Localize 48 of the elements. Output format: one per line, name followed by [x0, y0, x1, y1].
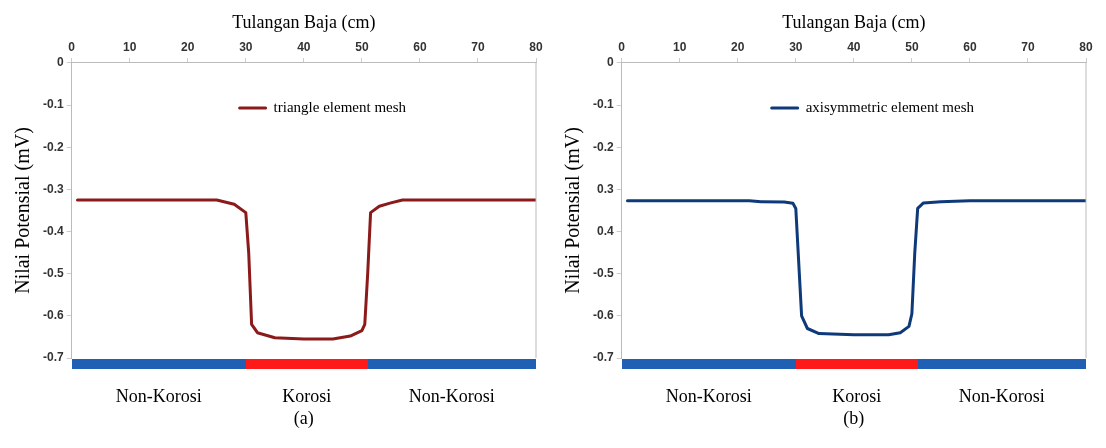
x-tick-label: 0 [618, 40, 626, 55]
x-tick-label: 20 [181, 40, 195, 55]
x-tick-label: 30 [789, 40, 803, 55]
x-tick-label: 60 [963, 40, 977, 55]
y-tick-label: 0 [56, 55, 64, 70]
y-tick-label: -0.1 [42, 97, 64, 112]
x-tick-label: 80 [529, 40, 543, 55]
y-tick-label: 0.3 [596, 181, 614, 196]
y-tick-label: -0.1 [592, 97, 614, 112]
text: Korosi [282, 385, 332, 406]
y-tick-label: -0.7 [42, 350, 64, 365]
y-tick-label: -0.5 [42, 266, 64, 281]
y-tick-label: -0.6 [42, 308, 64, 323]
legend-label: axisymmetric element mesh [805, 98, 975, 115]
text: Non-Korosi [408, 385, 495, 406]
x-tick-label: 0 [68, 40, 76, 55]
y-tick-label: -0.3 [42, 181, 64, 196]
x-tick-label: 80 [1079, 40, 1093, 55]
y-tick-label: 0 [606, 55, 614, 70]
y-tick-label: -0.5 [592, 266, 614, 281]
text: (a) [293, 407, 314, 429]
x-tick-label: 20 [731, 40, 745, 55]
text: Non-Korosi [958, 385, 1045, 406]
y-tick-label: -0.6 [592, 308, 614, 323]
y-tick-label: -0.7 [592, 350, 614, 365]
x-tick-label: 50 [355, 40, 369, 55]
x-tick-label: 30 [239, 40, 253, 55]
x-tick-label: 70 [471, 40, 485, 55]
x-axis-title: Tulangan Baja (cm) [782, 11, 926, 33]
x-tick-label: 60 [413, 40, 427, 55]
x-tick-label: 70 [1021, 40, 1035, 55]
y-axis-title: Nilai Potensial (mV) [11, 127, 35, 294]
text: Non-Korosi [665, 385, 752, 406]
x-tick-label: 40 [847, 40, 861, 55]
legend-label: triangle element mesh [273, 98, 407, 115]
y-tick-label: -0.2 [592, 139, 614, 154]
x-axis-title: Tulangan Baja (cm) [232, 11, 376, 33]
y-tick-label: 0.4 [596, 223, 614, 238]
text: Non-Korosi [115, 385, 202, 406]
x-tick-label: 40 [297, 40, 311, 55]
x-tick-label: 10 [123, 40, 137, 55]
x-tick-label: 50 [905, 40, 919, 55]
x-tick-label: 10 [673, 40, 687, 55]
text: Korosi [832, 385, 882, 406]
y-tick-label: -0.4 [42, 223, 64, 238]
text: (b) [843, 407, 865, 429]
y-axis-title: Nilai Potensial (mV) [561, 127, 585, 294]
y-tick-label: -0.2 [42, 139, 64, 154]
